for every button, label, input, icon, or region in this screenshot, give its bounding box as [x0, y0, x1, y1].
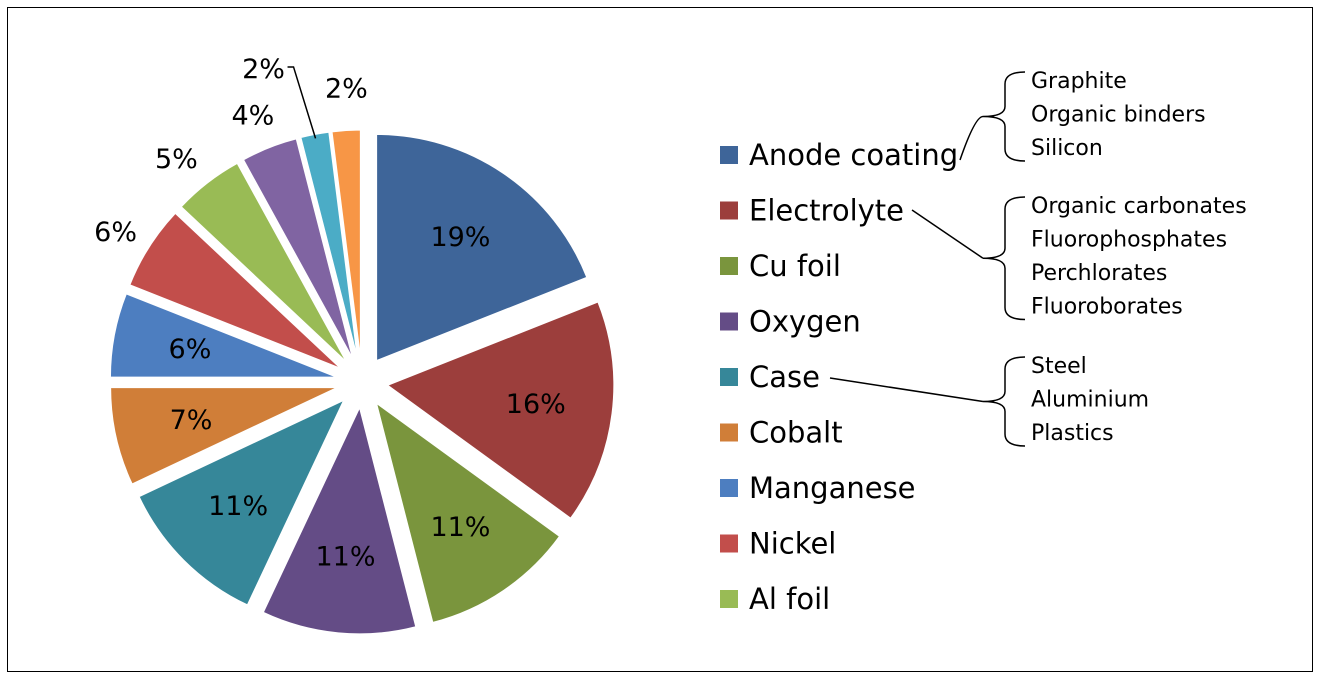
pie-slice-oxygen — [262, 406, 417, 635]
legend-swatch — [720, 590, 738, 608]
annotation-item-perchlorates: Perchlorates — [1031, 261, 1167, 286]
pie-slices — [109, 129, 615, 635]
annotation-item-aluminium: Aluminium — [1031, 388, 1149, 413]
legend-label: Al foil — [749, 582, 830, 616]
annotation-connector — [959, 115, 984, 161]
legend-label: Electrolyte — [749, 194, 904, 228]
pie-percent-labels: 19% 16% 11% 11% 11% 7% 6% 6% 5% 4% 2% 2% — [94, 54, 566, 572]
legend-label: Anode coating — [749, 138, 958, 172]
legend-label: Cobalt — [749, 416, 843, 450]
pie-slice-cu-foil — [375, 402, 561, 624]
annotation-case: Steel Aluminium Plastics — [829, 354, 1149, 447]
annotation-item-fluorophosphates: Fluorophosphates — [1031, 228, 1227, 253]
pie-percent-label: 6% — [169, 334, 212, 365]
pie-leader-line — [287, 66, 317, 139]
pie-percent-label: 16% — [506, 389, 566, 420]
pie-percent-label: 2% — [325, 74, 368, 105]
annotation-item-organic-binders: Organic binders — [1031, 103, 1206, 128]
legend-swatch — [720, 312, 738, 331]
legend-item-case: Case — [720, 360, 820, 394]
legend-swatch — [720, 479, 738, 497]
legend-swatch — [720, 423, 738, 442]
annotation-item-silicon: Silicon — [1031, 136, 1103, 161]
annotation-item-steel: Steel — [1031, 354, 1087, 379]
pie-percent-label: 5% — [155, 144, 198, 175]
legend-item-oxygen: Oxygen — [720, 305, 861, 339]
annotation-brace — [982, 196, 1026, 321]
pie-slice-cobalt — [110, 387, 337, 485]
annotation-anode-coating: Graphite Organic binders Silicon — [959, 69, 1206, 162]
pie-percent-label: 4% — [232, 101, 275, 132]
pie-percent-label: 11% — [208, 491, 268, 522]
legend-label: Cu foil — [749, 249, 841, 283]
legend-item-cobalt: Cobalt — [720, 416, 843, 450]
pie-slice-case — [138, 399, 345, 606]
annotation-brace — [982, 356, 1026, 447]
pie-percent-label: 7% — [170, 405, 213, 436]
annotation-item-fluoroborates: Fluoroborates — [1031, 295, 1183, 320]
pie-slice-unlabeled-11 — [331, 129, 361, 357]
pie-slice-unlabeled-9 — [242, 138, 353, 359]
legend-item-manganese: Manganese — [720, 471, 916, 505]
legend-item-electrolyte: Electrolyte — [720, 194, 904, 228]
legend: Anode coating Electrolyte Cu foil Oxygen Cas… — [720, 138, 958, 616]
legend-swatch — [720, 257, 738, 275]
legend-label: Manganese — [749, 471, 916, 505]
annotation-brace — [982, 71, 1026, 162]
legend-item-anode-coating: Anode coating — [720, 138, 958, 172]
annotation-connector — [911, 209, 984, 259]
legend-label: Case — [749, 360, 820, 394]
pie-percent-label: 19% — [430, 222, 490, 253]
legend-item-nickel: Nickel — [720, 527, 836, 561]
pie-slice-nickel — [129, 212, 341, 369]
annotations: Graphite Organic binders Silicon Organic ca… — [829, 69, 1247, 447]
pie-slice-al-foil — [180, 162, 347, 362]
annotation-connector — [829, 377, 984, 403]
annotation-item-graphite: Graphite — [1031, 69, 1127, 94]
pie-slice-manganese — [109, 293, 337, 378]
legend-label: Nickel — [749, 527, 836, 561]
legend-swatch — [720, 146, 738, 164]
pie-slice-anode-coating — [376, 133, 588, 362]
pie-slice-electrolyte — [386, 301, 615, 519]
pie-percent-label: 11% — [430, 512, 490, 543]
pie-percent-label: 11% — [316, 541, 376, 572]
annotation-item-organic-carbonates: Organic carbonates — [1031, 194, 1247, 219]
annotation-item-plastics: Plastics — [1031, 421, 1114, 446]
legend-label: Oxygen — [749, 305, 861, 339]
legend-item-cu-foil: Cu foil — [720, 249, 841, 283]
legend-item-al-foil: Al foil — [720, 582, 830, 616]
legend-swatch — [720, 368, 738, 386]
legend-swatch — [720, 534, 738, 553]
legend-swatch — [720, 201, 738, 220]
pie-percent-label: 6% — [94, 217, 137, 248]
annotation-electrolyte: Organic carbonates Fluorophosphates Perchl… — [911, 194, 1247, 321]
pie-percent-label: 2% — [242, 54, 285, 85]
